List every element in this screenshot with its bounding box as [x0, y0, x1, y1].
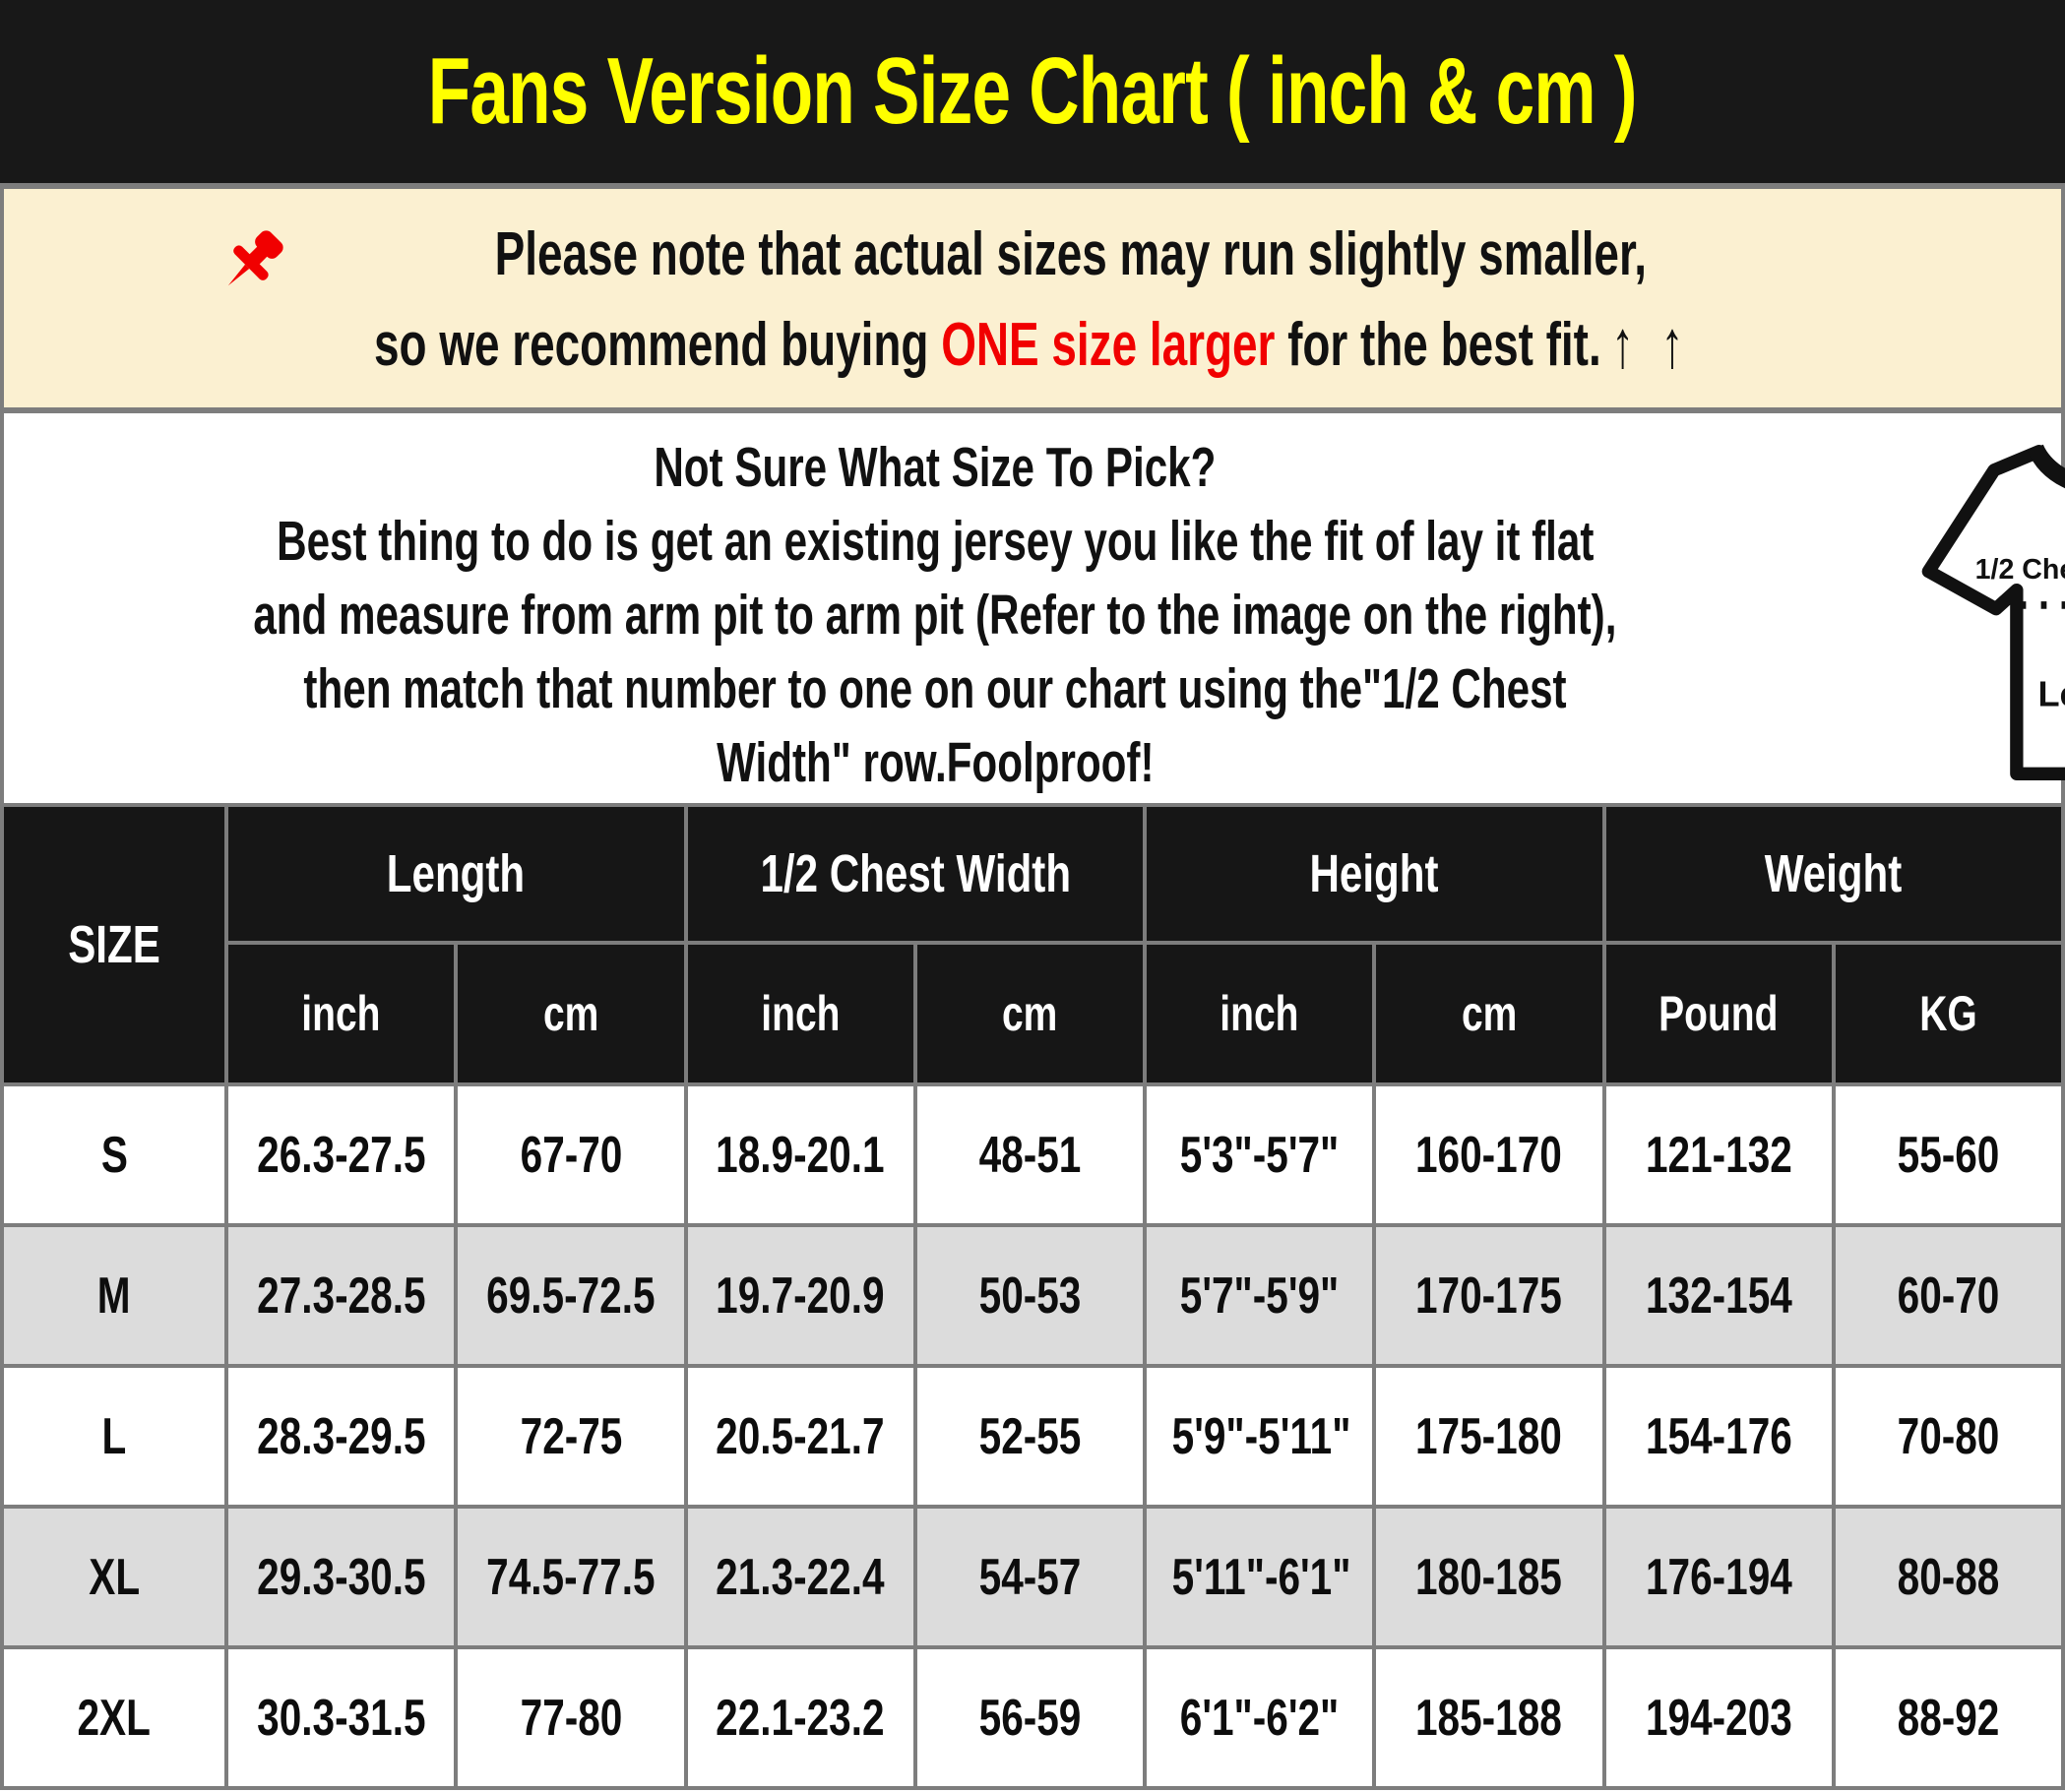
tshirt-icon: 1/2 Chest Width Length	[1921, 444, 2065, 780]
up-arrows: ↑ ↑	[1611, 307, 1691, 383]
data-cell: 18.9-20.1	[683, 1082, 917, 1227]
col-group-chest-width: 1/2 Chest Width	[683, 803, 1148, 945]
data-cell: 52-55	[912, 1364, 1148, 1509]
data-cell: 175-180	[1372, 1364, 1606, 1509]
data-cell: 5'9"-5'11"	[1143, 1364, 1377, 1509]
size-cell: L	[0, 1364, 229, 1509]
data-cell: 6'1"-6'2"	[1143, 1645, 1377, 1790]
data-cell: 121-132	[1601, 1082, 1836, 1227]
subheader-weight-kg: KG	[1831, 941, 2065, 1086]
sizing-guide-text: Not Sure What Size To Pick? Best thing t…	[4, 413, 1856, 803]
size-cell: 2XL	[0, 1645, 229, 1790]
data-cell: 20.5-21.7	[683, 1364, 917, 1509]
size-chart-table: SIZE Length 1/2 Chest Width Height Weigh…	[0, 803, 2065, 1790]
data-cell: 154-176	[1601, 1364, 1836, 1509]
title-bar: Fans Version Size Chart ( inch & cm )	[0, 0, 2065, 189]
data-cell: 28.3-29.5	[224, 1364, 459, 1509]
tshirt-measurement-diagram: 1/2 Chest Width Length	[1856, 413, 2065, 803]
data-cell: 56-59	[912, 1645, 1148, 1790]
data-cell: 19.7-20.9	[683, 1223, 917, 1368]
data-cell: 170-175	[1372, 1223, 1606, 1368]
note-text-2-prefix: so we recommend buying	[374, 311, 942, 379]
col-group-length: Length	[224, 803, 688, 945]
guide-line: Width" row.Foolproof!	[716, 731, 1155, 794]
guide-heading: Not Sure What Size To Pick?	[654, 436, 1217, 499]
data-cell: 26.3-27.5	[224, 1082, 459, 1227]
page-title: Fans Version Size Chart ( inch & cm )	[428, 38, 1638, 144]
data-cell: 50-53	[912, 1223, 1148, 1368]
data-cell: 67-70	[454, 1082, 688, 1227]
pushpin-icon	[227, 230, 283, 286]
data-cell: 5'11"-6'1"	[1143, 1505, 1377, 1649]
one-size-larger-highlight: ONE size larger	[941, 311, 1276, 379]
sizing-guide-section: Not Sure What Size To Pick? Best thing t…	[0, 413, 2065, 803]
chest-width-label: 1/2 Chest Width	[1974, 554, 2065, 586]
data-cell: 80-88	[1831, 1505, 2065, 1649]
data-cell: 77-80	[454, 1645, 688, 1790]
guide-line: and measure from arm pit to arm pit (Ref…	[253, 584, 1617, 647]
size-cell: XL	[0, 1505, 229, 1649]
data-cell: 5'7"-5'9"	[1143, 1223, 1377, 1368]
subheader-height-cm: cm	[1372, 941, 1606, 1086]
subheader-height-inch: inch	[1143, 941, 1377, 1086]
col-header-size: SIZE	[0, 803, 229, 1086]
data-cell: 72-75	[454, 1364, 688, 1509]
col-group-height: Height	[1143, 803, 1606, 945]
note-text-1: Please note that actual sizes may run sl…	[494, 220, 1648, 288]
data-cell: 194-203	[1601, 1645, 1836, 1790]
length-label: Length	[2037, 674, 2065, 714]
table-row-l: L 28.3-29.5 72-75 20.5-21.7 52-55 5'9"-5…	[0, 1364, 2065, 1509]
subheader-length-cm: cm	[454, 941, 688, 1086]
note-line-2: so we recommend buying ONE size larger f…	[143, 307, 1922, 384]
subheader-chest-cm: cm	[912, 941, 1148, 1086]
size-cell: S	[0, 1082, 229, 1227]
data-cell: 88-92	[1831, 1645, 2065, 1790]
data-cell: 21.3-22.4	[683, 1505, 917, 1649]
col-group-weight: Weight	[1601, 803, 2065, 945]
data-cell: 132-154	[1601, 1223, 1836, 1368]
data-cell: 48-51	[912, 1082, 1148, 1227]
size-note-banner: Please note that actual sizes may run sl…	[0, 189, 2065, 413]
size-cell: M	[0, 1223, 229, 1368]
guide-line: then match that number to one on our cha…	[303, 657, 1567, 720]
data-cell: 160-170	[1372, 1082, 1606, 1227]
data-cell: 29.3-30.5	[224, 1505, 459, 1649]
table-row-xl: XL 29.3-30.5 74.5-77.5 21.3-22.4 54-57 5…	[0, 1505, 2065, 1649]
note-text-2: so we recommend buying ONE size larger f…	[374, 307, 1691, 384]
data-cell: 74.5-77.5	[454, 1505, 688, 1649]
data-cell: 69.5-72.5	[454, 1223, 688, 1368]
note-line-1: Please note that actual sizes may run sl…	[216, 216, 1849, 293]
data-cell: 60-70	[1831, 1223, 2065, 1368]
data-cell: 70-80	[1831, 1364, 2065, 1509]
data-cell: 22.1-23.2	[683, 1645, 917, 1790]
note-text-2-suffix: for the best fit.	[1275, 311, 1601, 379]
guide-line: Best thing to do is get an existing jers…	[276, 510, 1595, 573]
data-cell: 180-185	[1372, 1505, 1606, 1649]
data-cell: 5'3"-5'7"	[1143, 1082, 1377, 1227]
data-cell: 54-57	[912, 1505, 1148, 1649]
data-cell: 55-60	[1831, 1082, 2065, 1227]
data-cell: 176-194	[1601, 1505, 1836, 1649]
subheader-weight-pound: Pound	[1601, 941, 1836, 1086]
table-row-s: S 26.3-27.5 67-70 18.9-20.1 48-51 5'3"-5…	[0, 1082, 2065, 1227]
data-cell: 30.3-31.5	[224, 1645, 459, 1790]
table-row-2xl: 2XL 30.3-31.5 77-80 22.1-23.2 56-59 6'1"…	[0, 1645, 2065, 1790]
data-cell: 185-188	[1372, 1645, 1606, 1790]
subheader-chest-inch: inch	[683, 941, 917, 1086]
subheader-length-inch: inch	[224, 941, 459, 1086]
data-cell: 27.3-28.5	[224, 1223, 459, 1368]
table-row-m: M 27.3-28.5 69.5-72.5 19.7-20.9 50-53 5'…	[0, 1223, 2065, 1368]
